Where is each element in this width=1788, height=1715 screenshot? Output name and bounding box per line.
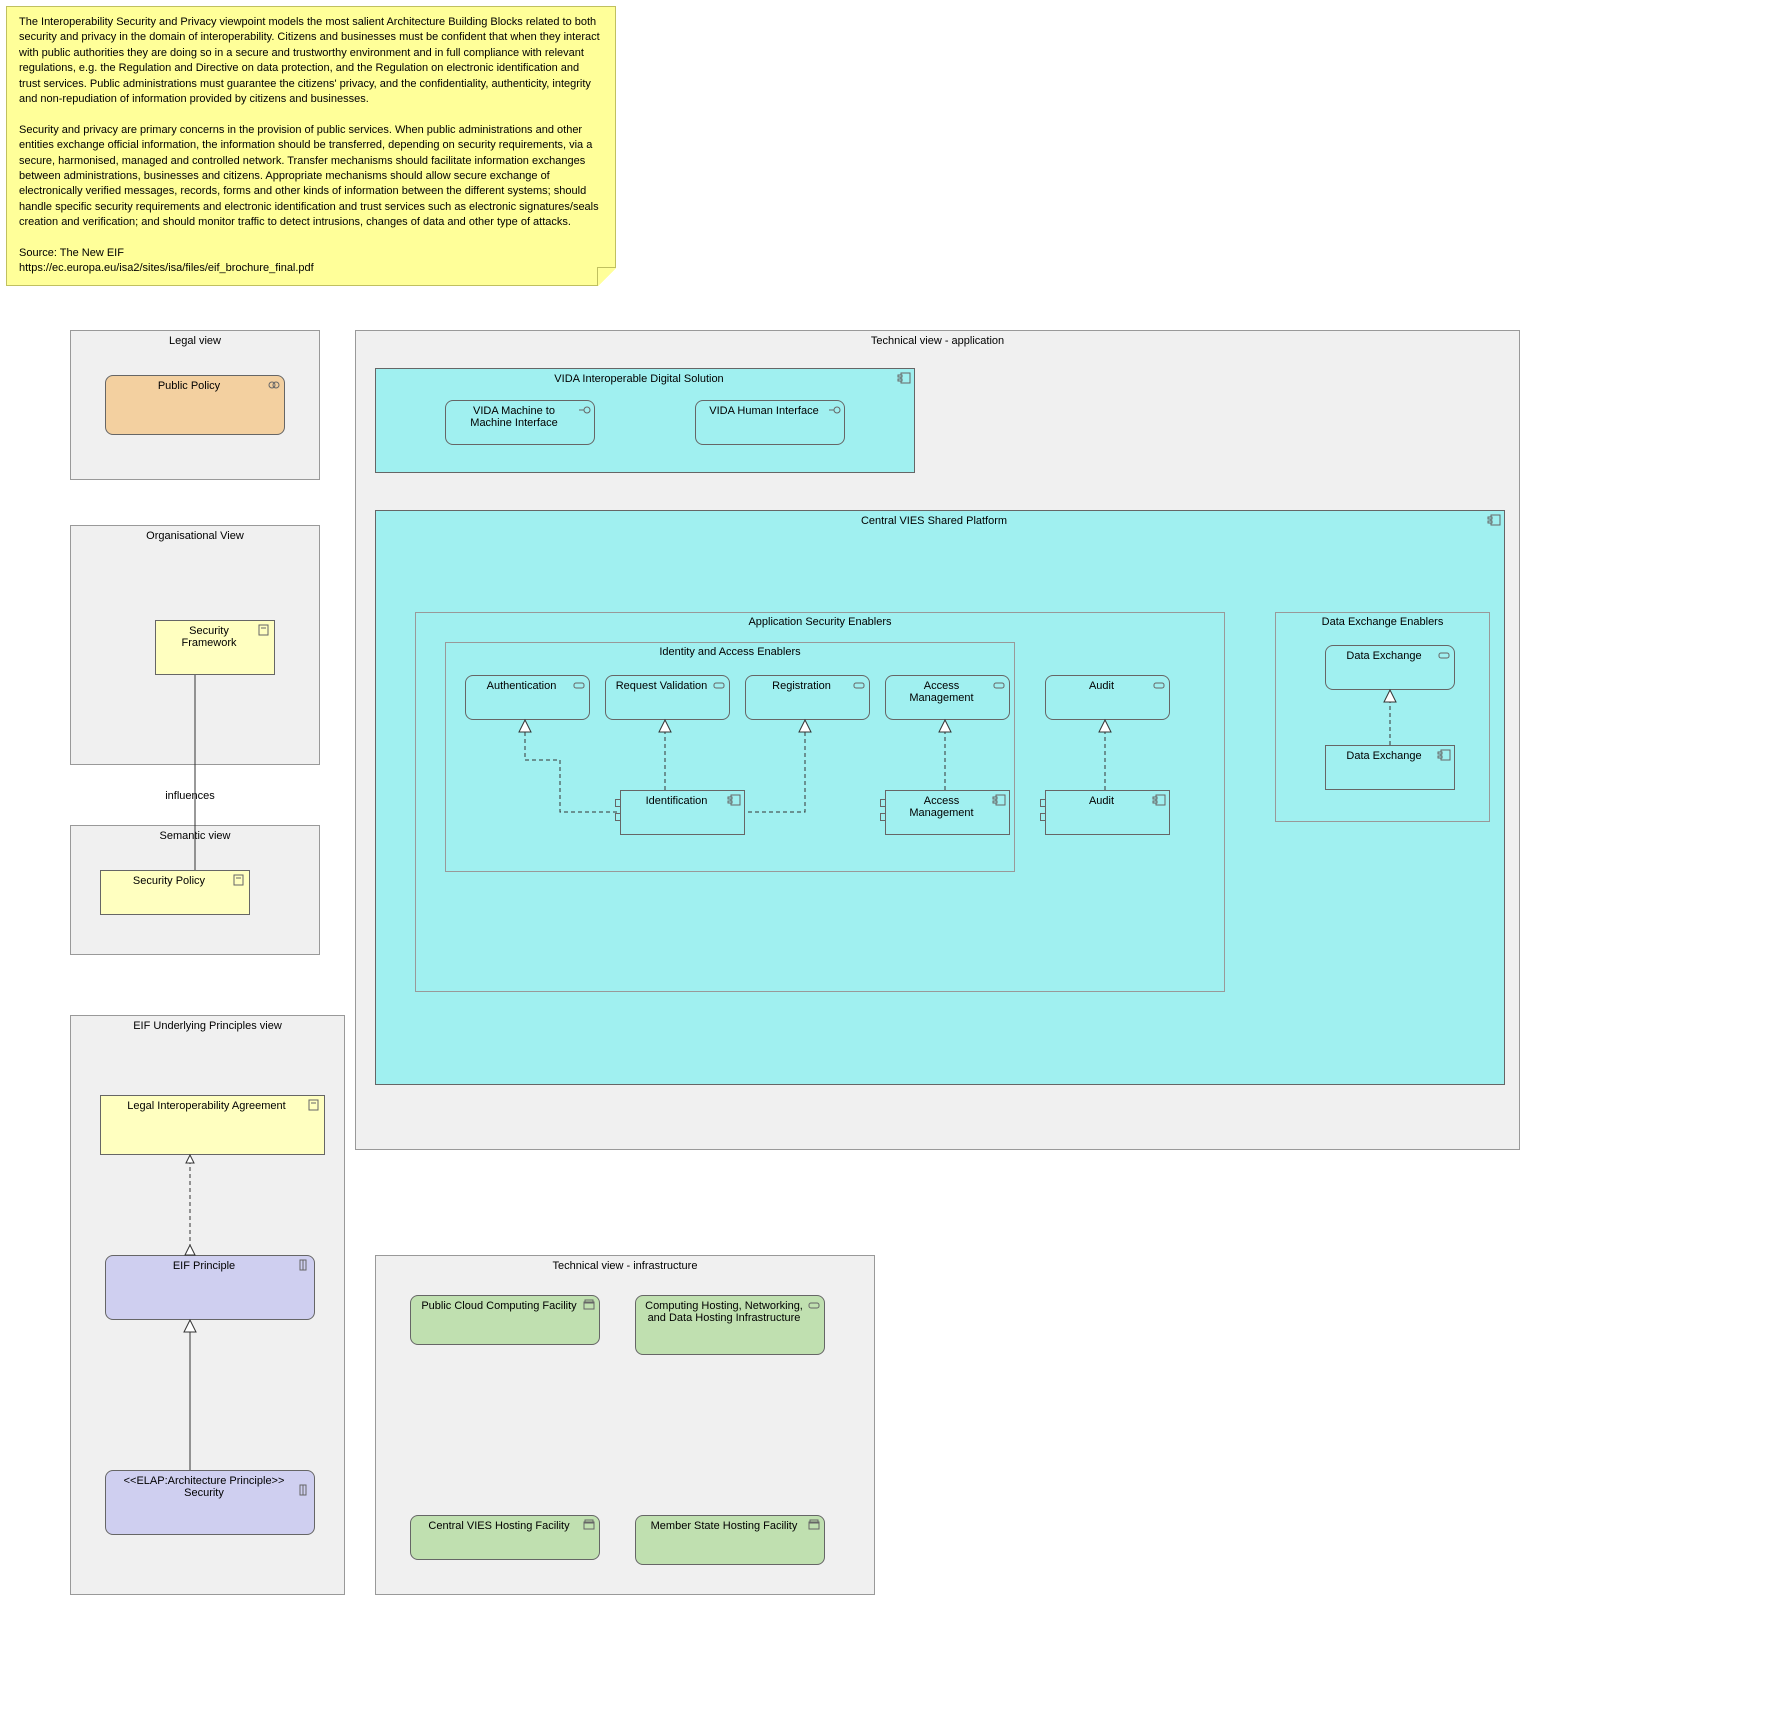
note-src2: https://ec.europa.eu/isa2/sites/isa/file…	[19, 261, 603, 276]
elem-identification: Identification	[620, 790, 745, 835]
service-icon	[852, 679, 866, 691]
label-public-policy: Public Policy	[158, 380, 220, 392]
elem-security-framework: Security Framework	[155, 620, 275, 675]
elem-member-state-host: Member State Hosting Facility	[635, 1515, 825, 1565]
label-legal-interop: Legal Interoperability Agreement	[127, 1100, 285, 1112]
elem-data-ex2: Data Exchange	[1325, 745, 1455, 790]
label-audit2: Audit	[1089, 795, 1114, 807]
elem-legal-interop: Legal Interoperability Agreement	[100, 1095, 325, 1155]
group-data-ex-enablers: Data Exchange Enablers	[1275, 612, 1490, 822]
document-icon	[257, 624, 271, 636]
group-title-semantic: Semantic view	[71, 826, 319, 846]
label-security-framework: Security Framework	[162, 625, 256, 649]
principle-icon	[297, 1259, 311, 1271]
group-title-tech-app: Technical view - application	[356, 331, 1519, 351]
label-vida-m2m: VIDA Machine to Machine Interface	[452, 405, 576, 429]
service-icon	[992, 679, 1006, 691]
label-request-validation: Request Validation	[616, 680, 708, 692]
elem-audit2: Audit	[1045, 790, 1170, 835]
elem-data-ex: Data Exchange	[1325, 645, 1455, 690]
label-registration: Registration	[772, 680, 831, 692]
title-id-access-enablers: Identity and Access Enablers	[446, 643, 1014, 661]
service-icon	[1437, 649, 1451, 661]
note-box: The Interoperability Security and Privac…	[6, 6, 616, 286]
scroll-icon	[267, 379, 281, 391]
service-icon	[807, 1299, 821, 1311]
label-identification: Identification	[646, 795, 708, 807]
component-icon	[1152, 794, 1166, 806]
elem-vida-m2m: VIDA Machine to Machine Interface	[445, 400, 595, 445]
group-title-eif: EIF Underlying Principles view	[71, 1016, 344, 1036]
title-app-sec-enablers: Application Security Enablers	[416, 613, 1224, 631]
elem-public-cloud: Public Cloud Computing Facility	[410, 1295, 600, 1345]
label-data-ex: Data Exchange	[1346, 650, 1421, 662]
elem-authentication: Authentication	[465, 675, 590, 720]
label-authentication: Authentication	[487, 680, 557, 692]
group-title-tech-infra: Technical view - infrastructure	[376, 1256, 874, 1276]
elem-access-mgmt2: Access Management	[885, 790, 1010, 835]
component-icon	[992, 794, 1006, 806]
label-access-mgmt: Access Management	[892, 680, 991, 704]
elem-eif-principle: EIF Principle	[105, 1255, 315, 1320]
elem-request-validation: Request Validation	[605, 675, 730, 720]
label-data-ex2: Data Exchange	[1346, 750, 1421, 762]
elem-public-policy: Public Policy	[105, 375, 285, 435]
note-src1: Source: The New EIF	[19, 246, 603, 261]
label-vida-human: VIDA Human Interface	[709, 405, 818, 417]
service-icon	[712, 679, 726, 691]
document-icon	[307, 1099, 321, 1111]
label-computing-hosting: Computing Hosting, Networking, and Data …	[642, 1300, 806, 1324]
title-data-ex-enablers: Data Exchange Enablers	[1276, 613, 1489, 631]
label-audit: Audit	[1089, 680, 1114, 692]
elem-security-policy: Security Policy	[100, 870, 250, 915]
facility-icon	[807, 1519, 821, 1531]
service-icon	[572, 679, 586, 691]
note-p2: Security and privacy are primary concern…	[19, 123, 603, 231]
label-member-state-host: Member State Hosting Facility	[651, 1520, 798, 1532]
label-access-mgmt2: Access Management	[892, 795, 991, 819]
group-title-org: Organisational View	[71, 526, 319, 546]
component-icon	[1437, 749, 1451, 761]
label-influences: influences	[160, 790, 220, 802]
component-icon	[727, 794, 741, 806]
component-icon	[1487, 514, 1501, 526]
elem-vida-human: VIDA Human Interface	[695, 400, 845, 445]
principle-icon	[297, 1474, 311, 1486]
label-central-vies-host: Central VIES Hosting Facility	[428, 1520, 569, 1532]
interface-icon	[827, 404, 841, 416]
label-arch-principle: <<ELAP:Architecture Principle>> Security	[124, 1475, 285, 1499]
note-p1: The Interoperability Security and Privac…	[19, 15, 603, 107]
document-icon	[232, 874, 246, 886]
component-icon	[897, 372, 911, 384]
facility-icon	[582, 1519, 596, 1531]
label-vida-solution: VIDA Interoperable Digital Solution	[554, 373, 723, 385]
facility-icon	[582, 1299, 596, 1311]
elem-registration: Registration	[745, 675, 870, 720]
elem-arch-principle: <<ELAP:Architecture Principle>> Security	[105, 1470, 315, 1535]
group-title-legal: Legal view	[71, 331, 319, 351]
elem-access-mgmt: Access Management	[885, 675, 1010, 720]
elem-audit: Audit	[1045, 675, 1170, 720]
label-eif-principle: EIF Principle	[173, 1260, 235, 1272]
label-central-vies: Central VIES Shared Platform	[861, 515, 1007, 527]
label-public-cloud: Public Cloud Computing Facility	[421, 1300, 576, 1312]
label-security-policy: Security Policy	[133, 875, 205, 887]
elem-computing-hosting: Computing Hosting, Networking, and Data …	[635, 1295, 825, 1355]
service-icon	[1152, 679, 1166, 691]
elem-central-vies-host: Central VIES Hosting Facility	[410, 1515, 600, 1560]
interface-icon	[577, 404, 591, 416]
